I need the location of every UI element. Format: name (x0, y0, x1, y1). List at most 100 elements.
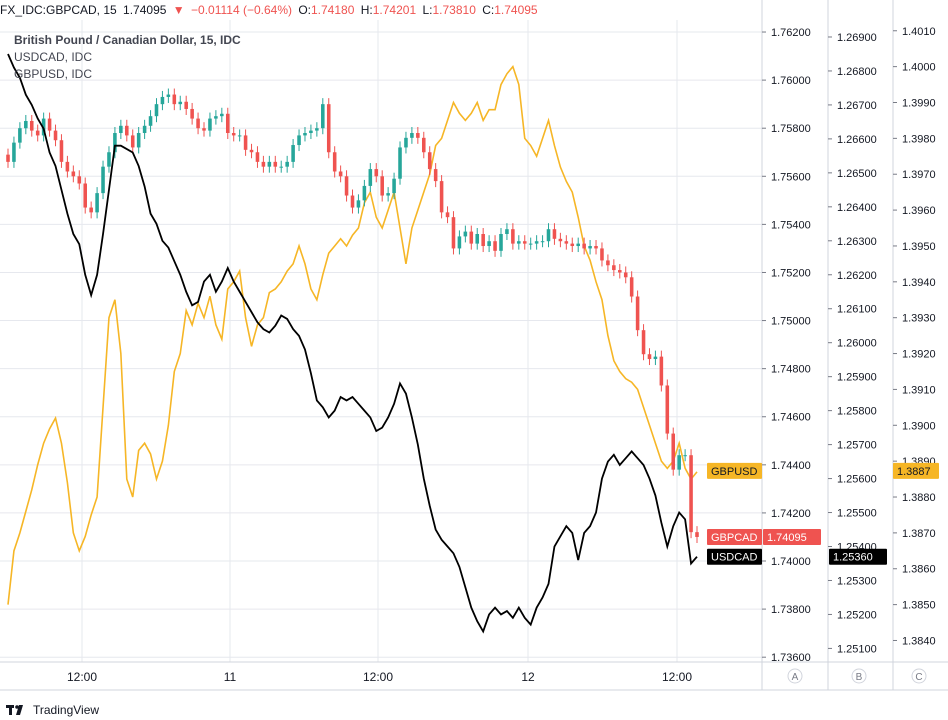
footer: TradingView (6, 700, 99, 720)
gbpcad-candle-body (326, 104, 331, 153)
axis-b-tick-label: 1.26000 (837, 338, 877, 350)
scale-badge (787, 668, 803, 684)
gbpcad-candle-body (107, 152, 111, 167)
x-tick-label: 12:00 (67, 670, 97, 684)
axis-c-tick-label: 1.4000 (902, 62, 936, 74)
gbpcad-candle-body (190, 108, 194, 119)
gbpusd-name-tag: GBPUSD (711, 466, 758, 478)
gbpcad-candle-body (279, 166, 284, 168)
gbpcad-candle-body (368, 169, 373, 186)
gbpcad-candle-body (653, 356, 658, 360)
usdcad-last-price-bg (829, 548, 887, 565)
gbpcad-candle-body (83, 183, 87, 208)
axis-b-tick-label: 1.26200 (837, 270, 877, 282)
gbpcad-candle-body (214, 116, 218, 119)
axis-a-tick-label: 1.74200 (771, 508, 811, 520)
gbpcad-candle-body (689, 455, 693, 533)
gbpcad-candle-body (47, 118, 52, 131)
close-label: C: (482, 3, 495, 17)
axis-c-tick-label: 1.3940 (902, 277, 936, 289)
gbpcad-candle-body (303, 133, 307, 136)
x-tick-label: 11 (224, 670, 237, 684)
axis-b-tick-label: 1.25700 (837, 440, 877, 452)
gbpcad-candle-body (647, 354, 652, 360)
gbpcad-candle-body (517, 241, 521, 244)
gbpcad-candle-body (154, 104, 159, 117)
gbpcad-candle-body (29, 120, 34, 131)
price-chart[interactable]: 1.76200 1.76000 1.75800 1.75600 1.75400 1.752… (0, 0, 948, 700)
gbpcad-candle-body (451, 217, 456, 249)
gbpcad-candle-body (249, 149, 254, 153)
gbpcad-candle-body (220, 113, 224, 117)
gbpcad-candle-body (481, 234, 485, 247)
gbpcad-candle-body (273, 161, 278, 167)
gbpcad-candle-body (522, 241, 527, 244)
gbpcad-candle-body (398, 147, 402, 179)
gbpcad-candle-body (166, 94, 171, 97)
axis-b-tick-label: 1.26500 (837, 168, 877, 180)
gbpcad-last-price: 1.74095 (767, 532, 807, 544)
gbpusd-name-tag-bg (707, 462, 762, 479)
gbpcad-candle-body (184, 101, 188, 109)
gbpcad-candle-body (202, 128, 206, 131)
gbpcad-candle-body (439, 181, 444, 213)
gbpcad-candle-body (315, 128, 319, 131)
axis-b-tick-label: 1.25500 (837, 508, 877, 520)
gbpcad-candle-body (130, 135, 135, 148)
price-change: −0.01114 (−0.64%) (191, 3, 292, 17)
gbpcad-candle-body (445, 212, 450, 218)
gbpcad-candle-body (618, 270, 622, 273)
axis-a-tick-label: 1.76000 (771, 75, 811, 87)
gbpcad-candle-body (380, 176, 384, 196)
gbpcad-candle-body (172, 94, 177, 105)
gbpcad-candle-body (160, 96, 165, 105)
gbpcad-candle-body (600, 248, 604, 261)
axis-c-tick-label: 1.3960 (902, 205, 936, 217)
gbpcad-last-price-bg (763, 528, 821, 545)
gbpcad-candle-body (35, 130, 40, 136)
legend-entry: GBPUSD, IDC (14, 67, 92, 81)
gbpcad-candle-body (12, 142, 16, 162)
x-tick-label: 12:00 (363, 670, 393, 684)
gbpcad-candle-body (362, 185, 367, 201)
gbpcad-candle-body (499, 234, 503, 251)
gbpcad-candle-body (196, 118, 200, 129)
axis-a-tick-label: 1.73800 (771, 604, 811, 616)
symbol-name[interactable]: FX_IDC:GBPCAD, 15 (0, 3, 117, 17)
gbpcad-candle-body (24, 120, 28, 129)
axis-c-tick-label: 1.3990 (902, 97, 936, 109)
axis-b-tick-label: 1.26700 (837, 100, 877, 112)
gbpcad-candle-body (410, 133, 414, 138)
axis-b-tick-label: 1.26800 (837, 66, 877, 78)
tradingview-logo-icon (6, 705, 23, 715)
gbpcad-candle-body (463, 231, 468, 237)
axis-a-tick-label: 1.75600 (771, 171, 811, 183)
axis-a-tick-label: 1.73600 (771, 652, 811, 664)
gbpcad-candle-body (582, 243, 586, 249)
gbpcad-candle-body (493, 241, 497, 251)
symbol-header: FX_IDC:GBPCAD, 15 1.74095 ▼ −0.01114 (−0… (0, 0, 948, 20)
gbpcad-candle-body (623, 272, 628, 278)
open-value: 1.74180 (311, 3, 355, 17)
gbpcad-candle-body (540, 241, 545, 243)
gbpcad-candle-body (178, 101, 183, 105)
tradingview-brand[interactable]: TradingView (33, 703, 100, 717)
change-down-icon: ▼ (172, 3, 185, 17)
gbpcad-candle-body (101, 166, 105, 194)
gbpcad-candle-body (65, 161, 70, 172)
gbpcad-candle-body (89, 207, 93, 213)
scale-badge (851, 668, 867, 684)
gbpcad-candle-body (95, 193, 99, 213)
axis-b-tick-label: 1.25600 (837, 474, 877, 486)
axis-b-tick-label: 1.25100 (837, 643, 877, 655)
gbpcad-name-tag-bg (707, 528, 762, 545)
axis-c-tick-label: 1.3900 (902, 420, 936, 432)
high-label: H: (360, 3, 373, 17)
axis-c-tick-label: 1.3910 (902, 384, 936, 396)
gbpcad-candle-body (469, 231, 474, 244)
gbpcad-candle-body (386, 193, 390, 196)
gbpcad-candle-body (148, 116, 153, 126)
gbpcad-candle-body (635, 296, 640, 331)
x-tick-label: 12 (521, 670, 535, 684)
gbpcad-candle-body (231, 133, 236, 136)
